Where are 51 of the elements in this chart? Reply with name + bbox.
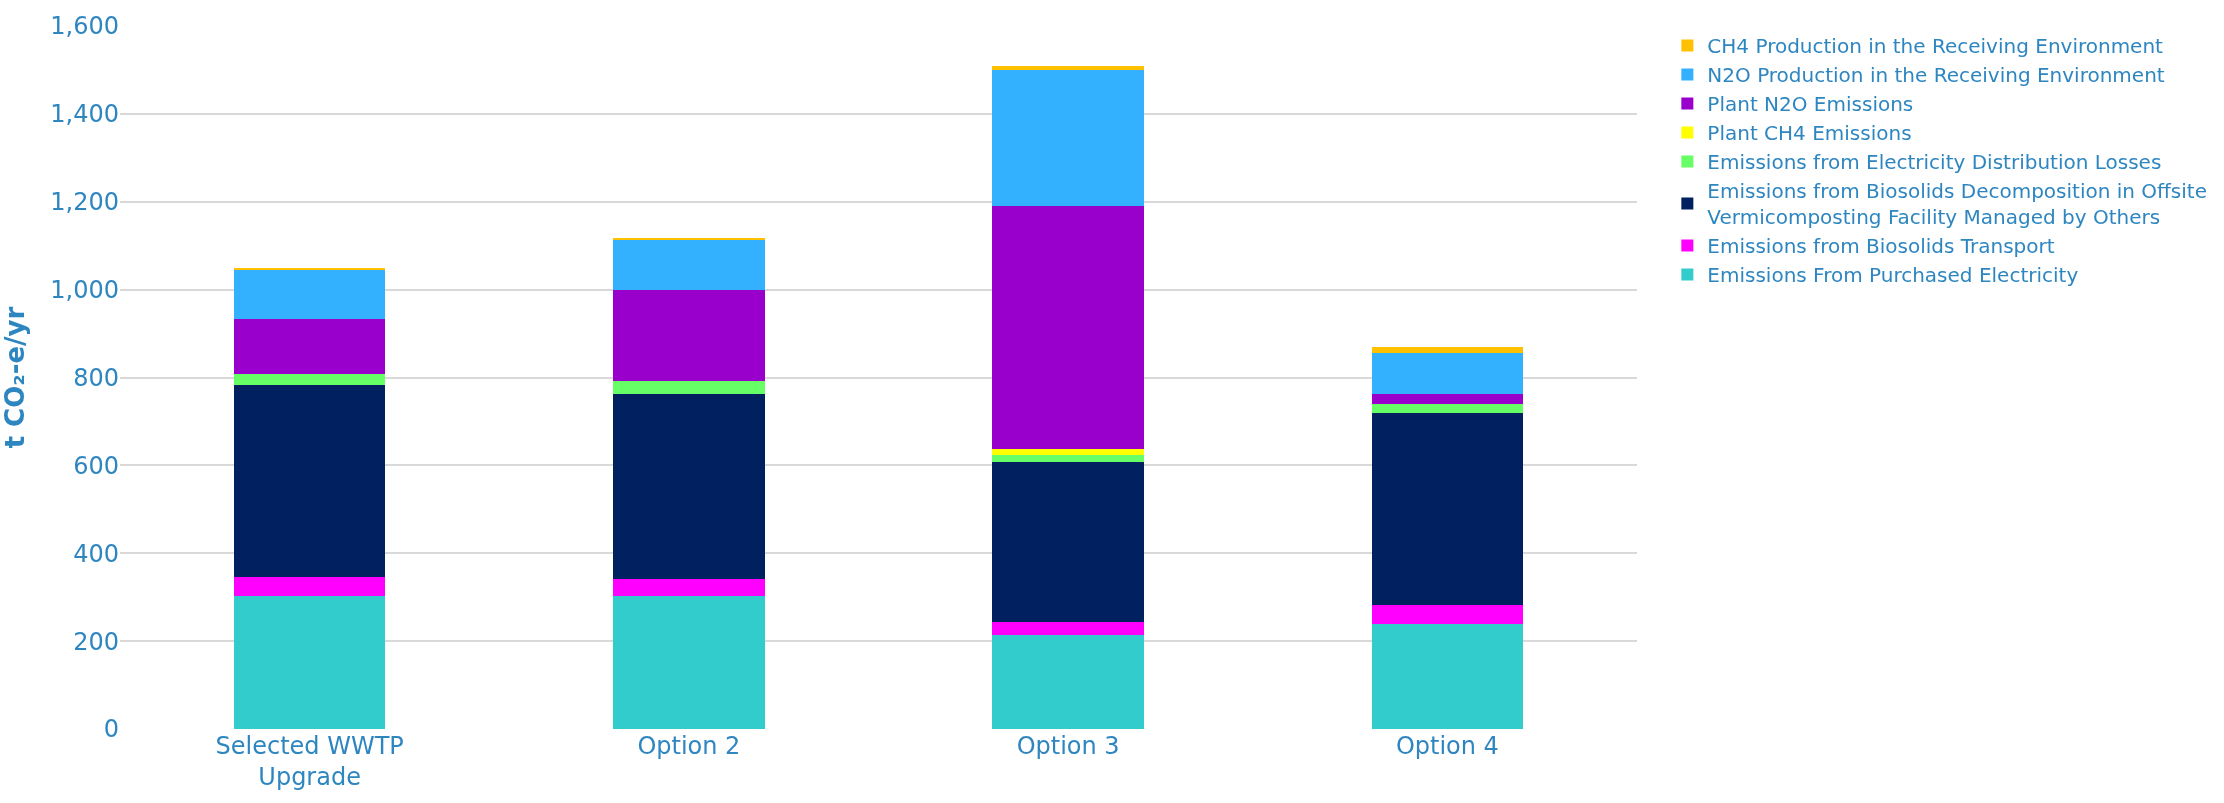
y-tick-label: 1,400 [50, 100, 119, 129]
y-axis-title: t CO₂-e/yr [0, 306, 30, 449]
bar [613, 579, 765, 596]
legend-label: Plant N2O Emissions [1707, 92, 1914, 117]
legend-label: CH4 Production in the Receiving Environment [1707, 34, 2164, 59]
bar [233, 267, 386, 270]
bar [613, 289, 765, 382]
bar [613, 238, 765, 241]
bar [1371, 623, 1524, 729]
x-tick-label: Option 4 [1395, 732, 1499, 760]
legend-label: Plant CH4 Emissions [1707, 121, 1912, 146]
x-tick-label: Option 3 [1016, 732, 1120, 760]
bar [233, 319, 386, 375]
legend-label: N2O Production in the Receiving Environment [1707, 63, 2165, 88]
bar [613, 393, 765, 580]
bar [1371, 604, 1524, 624]
legend-label: Emissions From Purchased Electricity [1707, 263, 2079, 288]
y-tick-label: 400 [73, 539, 119, 568]
bar [233, 385, 386, 577]
bar [613, 381, 765, 394]
bar [233, 576, 386, 596]
bar [992, 455, 1144, 463]
bar [992, 634, 1144, 729]
bar [1371, 347, 1524, 353]
y-tick-label: 1,000 [50, 276, 119, 305]
legend-label: Emissions from Biosolids Decomposition in Offsite Vermicomposting Facility Managed by Others [1707, 179, 2207, 230]
bar [233, 269, 386, 320]
y-tick-label: 1,600 [50, 12, 119, 41]
bar [1371, 393, 1524, 405]
bar [613, 595, 765, 729]
x-tick-label: Selected WWTP Upgrade [215, 732, 404, 792]
bar [233, 374, 386, 386]
bar [613, 240, 765, 290]
bar [992, 206, 1144, 450]
bar [992, 462, 1144, 622]
legend-label: Emissions from Biosolids Transport [1707, 234, 2055, 259]
legend-label: Emissions from Electricity Distribution Losses [1707, 150, 2162, 175]
bar [233, 595, 386, 729]
bar [992, 65, 1144, 70]
bar [992, 449, 1144, 456]
x-tick-label: Option 2 [637, 732, 741, 760]
bar [992, 69, 1144, 207]
y-tick-label: 800 [73, 363, 119, 392]
y-tick-label: 0 [103, 715, 119, 744]
y-tick-label: 200 [73, 627, 119, 656]
bar [1371, 352, 1524, 394]
bar [992, 621, 1144, 635]
y-tick-label: 600 [73, 451, 119, 480]
y-tick-label: 1,200 [50, 188, 119, 217]
bar [1371, 404, 1524, 414]
bar [1371, 413, 1524, 605]
